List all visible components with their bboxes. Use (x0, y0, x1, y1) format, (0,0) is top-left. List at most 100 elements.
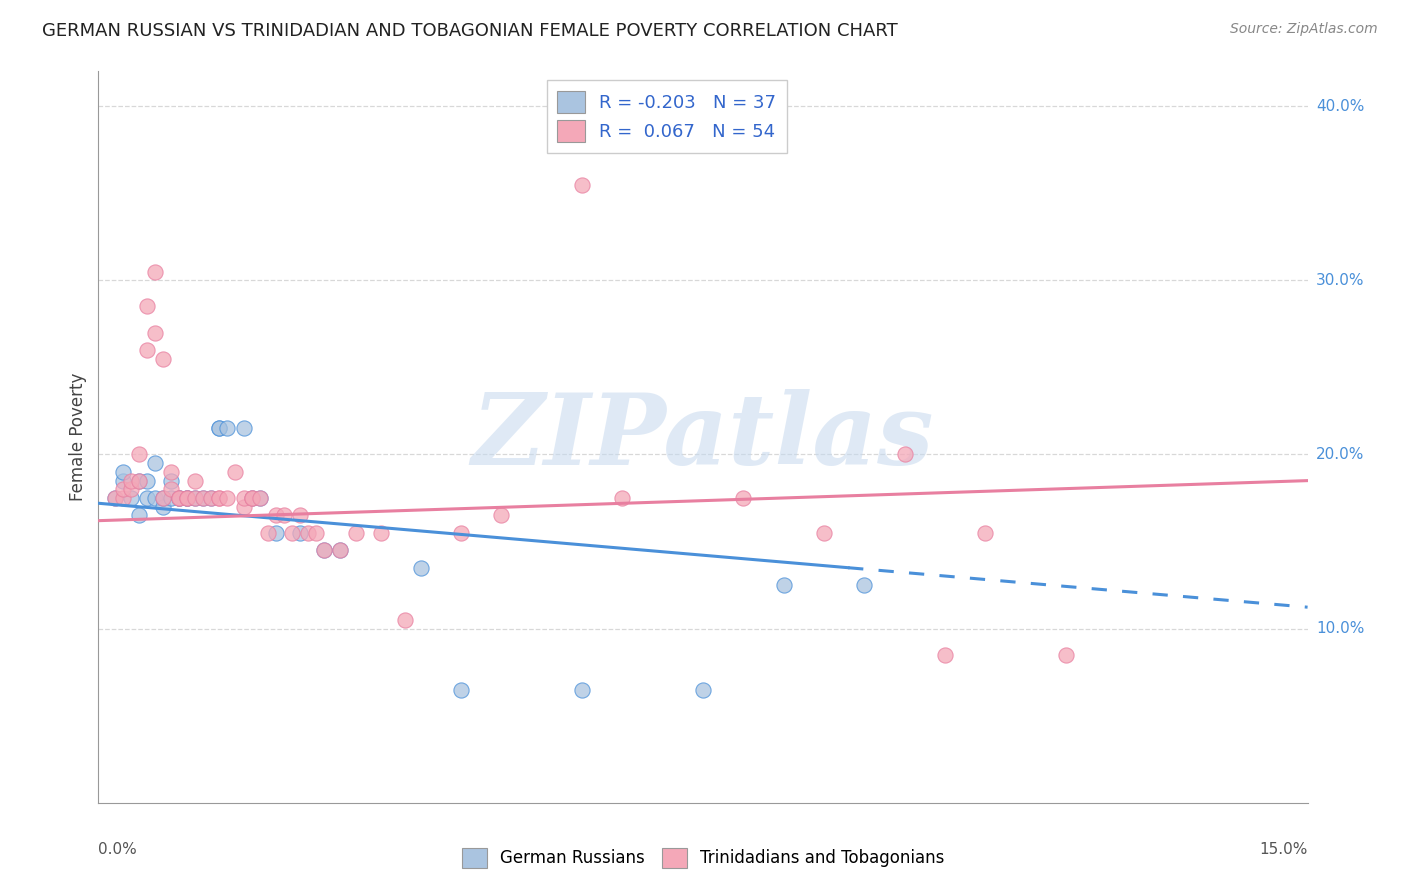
Point (143, 265, 166, 279)
Point (273, 508, 295, 523)
Point (160, 491, 183, 505)
Point (167, 491, 190, 505)
Text: ZIPatlas: ZIPatlas (472, 389, 934, 485)
Point (167, 491, 190, 505)
Point (813, 525, 835, 540)
Text: 40.0%: 40.0% (1316, 99, 1364, 113)
Point (256, 525, 278, 540)
Point (974, 525, 997, 540)
Legend: German Russians, Trinidadians and Tobagonians: German Russians, Trinidadians and Tobago… (456, 841, 950, 875)
Point (329, 543, 352, 558)
Point (217, 421, 239, 435)
Point (152, 491, 174, 505)
Text: GERMAN RUSSIAN VS TRINIDADIAN AND TOBAGONIAN FEMALE POVERTY CORRELATION CHART: GERMAN RUSSIAN VS TRINIDADIAN AND TOBAGO… (42, 22, 898, 40)
Point (692, 682, 714, 697)
Point (111, 465, 134, 479)
Point (120, 474, 142, 488)
Text: 15.0%: 15.0% (1260, 842, 1308, 856)
Point (143, 456, 166, 470)
Point (571, 178, 593, 192)
Point (491, 508, 513, 523)
Point (288, 508, 311, 523)
Point (135, 491, 157, 505)
Point (135, 474, 157, 488)
Point (160, 465, 183, 479)
Point (193, 491, 215, 505)
Point (450, 525, 472, 540)
Text: 30.0%: 30.0% (1316, 273, 1364, 288)
Text: Source: ZipAtlas.com: Source: ZipAtlas.com (1230, 22, 1378, 37)
Text: 0.0%: 0.0% (98, 842, 138, 856)
Point (232, 421, 254, 435)
Point (176, 491, 198, 505)
Point (143, 491, 166, 505)
Point (193, 491, 215, 505)
Point (128, 448, 150, 462)
Point (612, 491, 634, 505)
Point (208, 491, 231, 505)
Point (232, 491, 254, 505)
Point (167, 491, 190, 505)
Point (176, 491, 198, 505)
Point (143, 326, 166, 340)
Point (232, 500, 254, 514)
Point (128, 508, 150, 523)
Point (152, 500, 174, 514)
Y-axis label: Female Poverty: Female Poverty (69, 373, 87, 501)
Point (240, 491, 263, 505)
Point (1054, 648, 1077, 662)
Text: 20.0%: 20.0% (1316, 447, 1364, 462)
Point (893, 448, 915, 462)
Point (103, 491, 125, 505)
Point (281, 525, 304, 540)
Point (103, 491, 125, 505)
Point (111, 474, 134, 488)
Point (288, 525, 311, 540)
Point (314, 543, 336, 558)
Point (152, 351, 174, 366)
Point (772, 578, 794, 592)
Point (152, 491, 174, 505)
Point (200, 491, 222, 505)
Point (184, 474, 207, 488)
Point (176, 491, 198, 505)
Point (208, 491, 231, 505)
Point (249, 491, 271, 505)
Point (305, 525, 328, 540)
Point (853, 578, 876, 592)
Point (264, 525, 287, 540)
Point (120, 491, 142, 505)
Point (200, 491, 222, 505)
Point (297, 525, 319, 540)
Point (217, 491, 239, 505)
Text: 10.0%: 10.0% (1316, 621, 1364, 636)
Point (409, 560, 432, 574)
Point (120, 483, 142, 497)
Point (344, 525, 367, 540)
Point (128, 474, 150, 488)
Point (329, 543, 352, 558)
Point (208, 421, 231, 435)
Point (135, 343, 157, 357)
Point (450, 682, 472, 697)
Point (934, 648, 956, 662)
Point (208, 421, 231, 435)
Point (240, 491, 263, 505)
Point (135, 300, 157, 314)
Point (370, 525, 392, 540)
Point (184, 491, 207, 505)
Point (111, 491, 134, 505)
Point (167, 491, 190, 505)
Point (571, 682, 593, 697)
Point (264, 508, 287, 523)
Point (176, 491, 198, 505)
Point (240, 491, 263, 505)
Point (184, 491, 207, 505)
Point (128, 474, 150, 488)
Point (394, 613, 416, 627)
Point (733, 491, 755, 505)
Point (314, 543, 336, 558)
Point (111, 483, 134, 497)
Point (224, 465, 246, 479)
Legend: R = -0.203   N = 37, R =  0.067   N = 54: R = -0.203 N = 37, R = 0.067 N = 54 (547, 80, 787, 153)
